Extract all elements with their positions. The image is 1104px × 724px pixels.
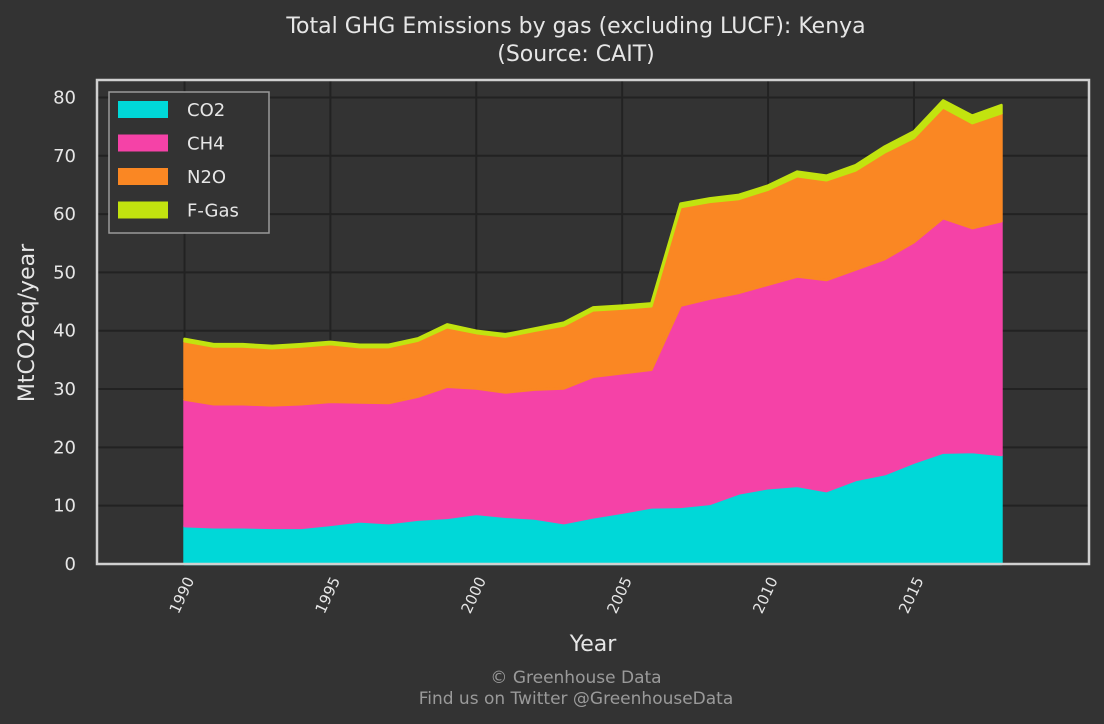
legend-label-f-gas: F-Gas	[187, 201, 239, 222]
y-tick-label: 30	[53, 379, 76, 400]
legend-label-ch4: CH4	[187, 134, 225, 155]
x-tick-label: 2010	[749, 574, 781, 616]
x-tick-label: 2015	[895, 574, 927, 616]
legend-swatch-n2o	[118, 168, 168, 185]
stacked-areas	[183, 99, 1003, 566]
chart-title: Total GHG Emissions by gas (excluding LU…	[285, 14, 865, 39]
x-ticks: 1990 1995 2000 2005 2010 2015	[166, 574, 928, 616]
area-f-gas	[183, 99, 1003, 350]
copyright-credit: © Greenhouse Data	[490, 668, 661, 688]
y-axis-label: MtCO2eq/year	[15, 243, 40, 402]
legend-swatch-co2	[118, 101, 168, 118]
y-ticks: 0 10 20 30 40 50 60 70 80	[53, 87, 76, 575]
twitter-credit: Find us on Twitter @GreenhouseData	[419, 689, 734, 709]
legend-label-co2: CO2	[187, 100, 225, 121]
y-tick-label: 40	[53, 321, 76, 342]
legend-swatch-ch4	[118, 134, 168, 152]
x-tick-label: 2005	[603, 574, 635, 616]
y-tick-label: 50	[53, 262, 76, 283]
y-tick-label: 70	[53, 146, 76, 167]
legend: CO2 CH4 N2O F-Gas	[108, 91, 270, 234]
x-axis-label: Year	[569, 632, 618, 657]
chart-subtitle: (Source: CAIT)	[497, 42, 654, 67]
legend-label-n2o: N2O	[187, 167, 226, 188]
x-tick-label: 1990	[166, 574, 198, 616]
y-tick-label: 80	[53, 87, 76, 108]
x-tick-label: 2000	[457, 574, 489, 616]
legend-swatch-f-gas	[118, 201, 168, 219]
y-tick-label: 10	[53, 496, 76, 517]
plot-frame	[95, 78, 1091, 566]
y-tick-label: 20	[53, 437, 76, 458]
x-tick-label: 1995	[312, 574, 344, 616]
y-tick-label: 0	[65, 554, 76, 575]
y-tick-label: 60	[53, 204, 76, 225]
